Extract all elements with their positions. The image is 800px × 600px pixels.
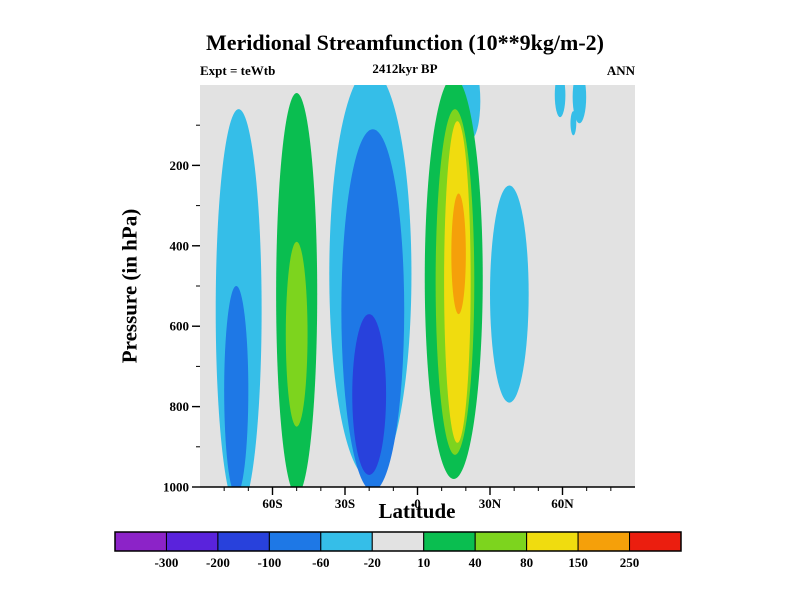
chart-title: Meridional Streamfunction (10**9kg/m-2) xyxy=(205,30,604,55)
colorbar-tick-label: -200 xyxy=(206,555,230,570)
colorbar-tick-label: -60 xyxy=(312,555,329,570)
colorbar-tick-label: -100 xyxy=(257,555,281,570)
season-label: ANN xyxy=(606,63,635,78)
y-tick-label: 400 xyxy=(170,238,190,253)
contour-nhadley-core xyxy=(451,193,466,315)
contour-spolar-core xyxy=(224,286,249,487)
colorbar-tick-label: -20 xyxy=(364,555,381,570)
y-tick-label: 1000 xyxy=(163,480,189,495)
colorbar-segment-3 xyxy=(268,531,322,552)
colorbar-tick-label: 80 xyxy=(520,555,533,570)
x-tick-label: 60S xyxy=(262,496,282,511)
y-tick-label: 800 xyxy=(170,399,190,414)
contour-npolar-patch-3 xyxy=(570,111,577,136)
contour-npolar-patch-1 xyxy=(554,85,566,118)
colorbar-segment-5 xyxy=(371,531,425,552)
y-axis-title: Pressure (in hPa) xyxy=(117,208,142,364)
colorbar-tick-label: 40 xyxy=(469,555,482,570)
colorbar-tick-label: -300 xyxy=(155,555,179,570)
contour-shadley-core xyxy=(352,314,387,475)
colorbar-segment-0 xyxy=(114,531,167,552)
x-tick-label: 60N xyxy=(551,496,574,511)
y-tick-label: 200 xyxy=(170,158,190,173)
plot-area-background xyxy=(200,85,635,487)
x-tick-label: 30S xyxy=(335,496,355,511)
time-label: 2412kyr BP xyxy=(372,61,438,76)
x-tick-label: 30N xyxy=(479,496,502,511)
y-tick-label: 600 xyxy=(170,319,190,334)
colorbar-segment-6 xyxy=(423,531,476,552)
colorbar-segment-4 xyxy=(320,531,373,552)
colorbar-segment-9 xyxy=(577,531,631,552)
colorbar-frame xyxy=(114,531,682,552)
colorbar-segment-1 xyxy=(165,531,219,552)
colorbar-tick-label: 150 xyxy=(568,555,588,570)
colorbar-segment-7 xyxy=(474,531,528,552)
colorbar-segment-10 xyxy=(629,531,682,552)
colorbar-tick-label: 10 xyxy=(417,555,430,570)
contour-nferrel xyxy=(490,185,529,403)
experiment-label: Expt = teWtb xyxy=(200,63,276,78)
colorbar-segment-8 xyxy=(526,531,579,552)
contour-sferrel-core xyxy=(285,241,308,427)
contour-npolar-patch-2 xyxy=(572,85,587,124)
colorbar-tick-label: 250 xyxy=(620,555,640,570)
colorbar-segment-2 xyxy=(217,531,270,552)
x-axis-title: Latitude xyxy=(378,499,456,523)
x-tick-label: 0 xyxy=(414,496,421,511)
